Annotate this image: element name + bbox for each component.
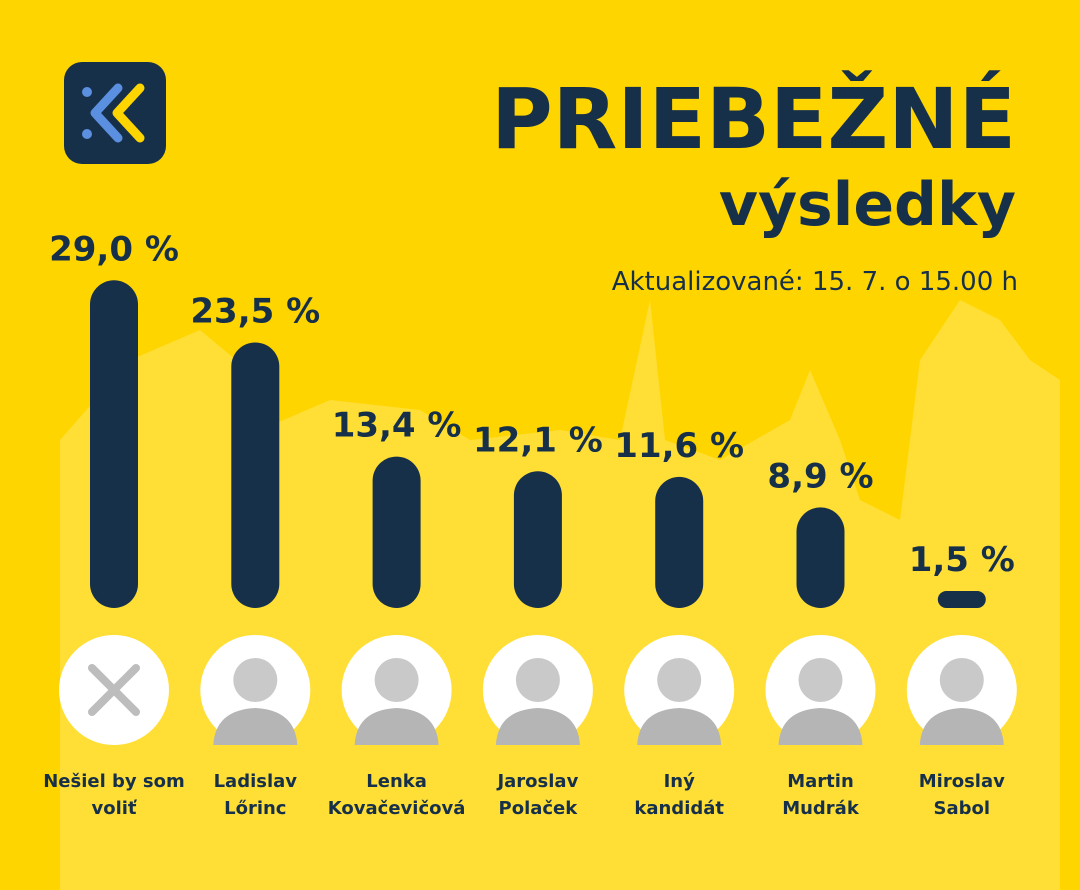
x-tick-label: Lenka Kovačevičová — [327, 771, 466, 819]
value-label: 23,5 % — [190, 291, 320, 331]
bar — [937, 591, 986, 608]
update-note: Aktualizované: 15. 7. o 15.00 h — [612, 267, 1018, 297]
value-label: 12,1 % — [473, 420, 603, 460]
portrait-body — [637, 708, 722, 745]
portrait-head — [939, 658, 984, 702]
cross-icon — [88, 664, 140, 716]
portrait-head — [374, 658, 419, 702]
x-tick-label: Miroslav Sabol — [918, 771, 1005, 819]
x-tick-label: Jaroslav Polaček — [497, 771, 579, 819]
bar — [513, 471, 562, 608]
portrait-head — [657, 658, 702, 702]
bar — [372, 456, 421, 608]
chart-title: PRIEBEŽNÉ — [491, 70, 1016, 168]
portrait-body — [919, 708, 1004, 745]
portrait-body — [213, 708, 298, 745]
logo — [64, 62, 166, 164]
value-label: 13,4 % — [332, 406, 462, 446]
bar — [796, 507, 845, 608]
portrait-head — [233, 658, 278, 702]
x-tick-label: Nešiel by som voliť — [43, 771, 185, 819]
portrait-body — [778, 708, 863, 745]
portrait-head — [515, 658, 560, 702]
portrait-body — [495, 708, 580, 745]
value-label: 11,6 % — [614, 426, 744, 466]
value-label: 29,0 % — [49, 229, 179, 269]
chart-subtitle: výsledky — [719, 170, 1016, 240]
bar — [231, 342, 280, 608]
portrait-head — [798, 658, 843, 702]
x-tick-label: Iný kandidát — [634, 771, 724, 819]
value-label: 1,5 % — [909, 540, 1015, 580]
portrait-body — [354, 708, 439, 745]
x-tick-label: Martin Mudrák — [782, 771, 859, 819]
bar — [655, 476, 704, 608]
value-label: 8,9 % — [767, 456, 873, 496]
x-tick-label: Ladislav Lőrinc — [213, 771, 298, 819]
bar — [90, 280, 138, 608]
